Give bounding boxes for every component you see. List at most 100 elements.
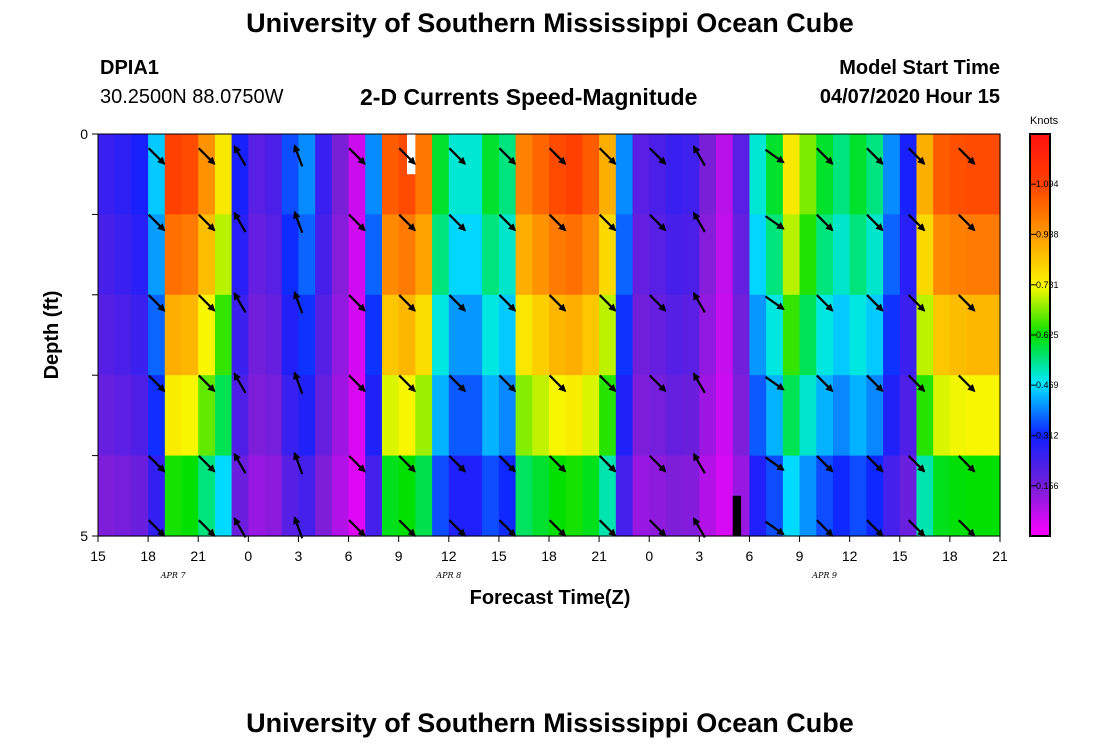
heatmap-cell xyxy=(265,214,283,296)
heatmap-cell xyxy=(181,134,199,215)
current-vector-arrow xyxy=(348,213,366,232)
heatmap-cell xyxy=(799,375,817,457)
heatmap-cell xyxy=(849,375,867,457)
heatmap-cell xyxy=(766,214,784,296)
heatmap-cell xyxy=(983,294,1001,376)
current-vector-arrow xyxy=(448,374,466,393)
date-label: APR 9 xyxy=(811,571,837,580)
heatmap-cell xyxy=(465,214,483,296)
heatmap-cell xyxy=(315,294,333,376)
current-vector-arrow xyxy=(293,144,304,167)
current-vector-arrow xyxy=(398,294,416,312)
heatmap-cell xyxy=(348,134,366,215)
colorbar-tick-label: 0.625 xyxy=(1036,330,1059,340)
heatmap-cell xyxy=(916,455,934,537)
heatmap-cell xyxy=(966,375,984,457)
heatmap-cell xyxy=(98,294,116,376)
current-vector-arrow xyxy=(498,213,517,232)
heatmap-cell xyxy=(699,134,717,215)
heatmap-cell xyxy=(866,294,884,376)
heatmap-cell xyxy=(966,134,984,215)
heatmap-cell xyxy=(331,214,350,296)
station-coords: 30.2500N 88.0750W xyxy=(100,86,284,108)
heatmap-cell xyxy=(599,294,617,376)
heatmap-cell xyxy=(949,375,968,457)
current-vector-arrow xyxy=(198,455,216,473)
heatmap-cell xyxy=(782,134,801,215)
heatmap-cell xyxy=(114,375,133,457)
heatmap-cell xyxy=(682,134,700,215)
heatmap-cell xyxy=(98,455,116,537)
heatmap-cell xyxy=(832,134,851,215)
current-vector-arrow xyxy=(907,147,926,165)
current-vector-arrow xyxy=(866,374,884,393)
heatmap-cell xyxy=(148,375,166,457)
heatmap-cell xyxy=(331,375,350,457)
current-vector-arrow xyxy=(907,519,926,537)
current-vector-arrow xyxy=(147,147,166,165)
current-vector-arrow xyxy=(866,519,884,537)
x-tick-label: 15 xyxy=(90,548,106,564)
heatmap-cell xyxy=(98,214,116,296)
heatmap-cell xyxy=(381,134,400,215)
current-vector-arrow xyxy=(348,374,366,393)
heatmap-cell xyxy=(549,214,567,296)
heatmap-cell xyxy=(248,134,266,215)
current-vector-arrow xyxy=(198,294,216,312)
heatmap-cell xyxy=(365,134,383,215)
heatmap-cell xyxy=(331,134,350,215)
special-cells xyxy=(407,134,742,536)
heatmap-cell xyxy=(148,214,166,296)
heatmap-cell xyxy=(448,455,467,537)
heatmap-cell xyxy=(699,214,717,296)
colorbar-tick-label: 0.781 xyxy=(1036,280,1059,290)
heatmap-cell xyxy=(131,134,149,215)
heatmap-cell xyxy=(448,134,467,215)
heatmap-cell xyxy=(749,294,767,376)
x-tick-label: 18 xyxy=(541,548,557,564)
heatmap-cell xyxy=(816,294,834,376)
heatmap-cell xyxy=(214,134,233,215)
heatmap-cell xyxy=(916,214,934,296)
heatmap-cell xyxy=(933,134,951,215)
heatmap-cell xyxy=(298,214,316,296)
colorbar-tick-label: 0.312 xyxy=(1036,431,1059,441)
current-vector-arrow xyxy=(498,519,517,537)
current-vector-arrow xyxy=(958,213,976,232)
heatmap-cell xyxy=(348,214,366,296)
heatmap-cell xyxy=(482,455,500,537)
heatmap-cell xyxy=(365,214,383,296)
y-tick-label: 0 xyxy=(80,126,88,142)
current-vector-arrow xyxy=(293,210,304,234)
heatmap-cell xyxy=(883,455,901,537)
heatmap-cell xyxy=(415,214,433,296)
heatmap-cell xyxy=(816,455,834,537)
heatmap-cell xyxy=(732,214,751,296)
heatmap-cell xyxy=(849,294,867,376)
current-vector-arrow xyxy=(548,374,567,393)
heatmap-cell xyxy=(164,294,183,376)
heatmap-cell xyxy=(565,134,584,215)
colorbar-tick-label: 0.938 xyxy=(1036,229,1059,239)
current-vector-arrow xyxy=(398,213,416,232)
heatmap-cell xyxy=(883,134,901,215)
heatmap-cell xyxy=(415,294,433,376)
current-vector-arrow xyxy=(764,456,785,471)
heatmap-cell xyxy=(515,214,533,296)
heatmap-cell xyxy=(131,375,149,457)
heatmap-cell xyxy=(298,134,316,215)
heatmap-cell xyxy=(432,294,450,376)
heatmap-cell xyxy=(415,455,433,537)
current-vectors xyxy=(147,144,976,539)
heatmap-cell xyxy=(365,294,383,376)
heatmap-cell xyxy=(933,375,951,457)
y-tick-label: 5 xyxy=(80,528,88,544)
heatmap-cell xyxy=(164,455,183,537)
heatmap-cell xyxy=(532,294,550,376)
heatmap-cell xyxy=(749,375,767,457)
heatmap-cell xyxy=(699,294,717,376)
heatmap-cell xyxy=(949,134,968,215)
heatmap-cell xyxy=(398,375,416,457)
current-vector-arrow xyxy=(958,147,976,165)
heatmap-cell xyxy=(565,214,584,296)
